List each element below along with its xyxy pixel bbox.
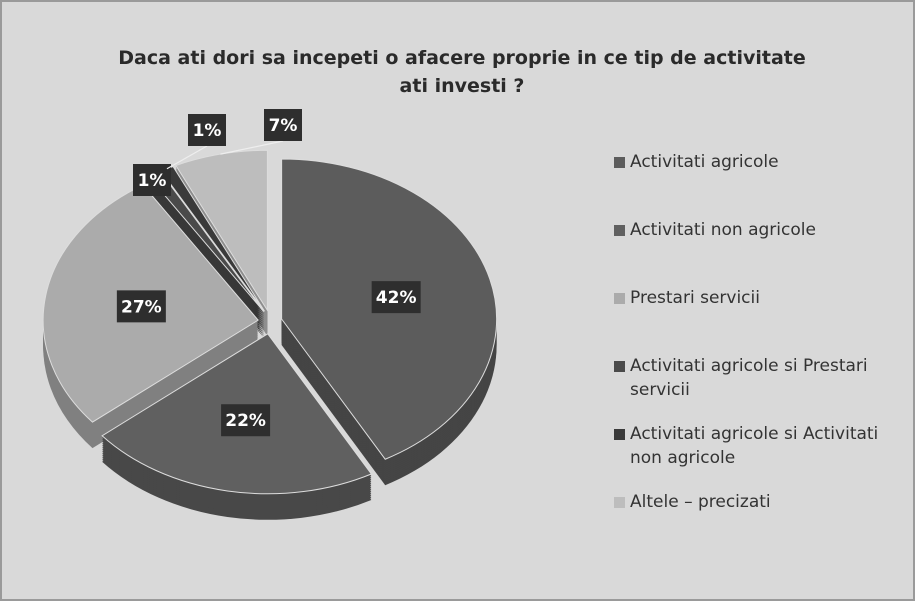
leader-line (166, 145, 208, 170)
legend-swatch (614, 157, 625, 168)
label-box (264, 109, 302, 141)
legend-label: Activitati agricole si Prestari servicii (630, 356, 868, 400)
legend-item: Altele – precizati (614, 490, 914, 558)
legend-swatch (614, 429, 625, 440)
legend-item: Prestari servicii (614, 286, 914, 354)
data-label: 1% (138, 171, 167, 191)
data-label: 27% (121, 297, 162, 317)
legend-label: Altele – precizati (630, 492, 771, 512)
legend-swatch (614, 225, 625, 236)
label-box (371, 281, 421, 314)
legend-label: Activitati agricole si Activitati non ag… (630, 424, 879, 468)
legend-item: Activitati non agricole (614, 218, 914, 286)
data-label: 22% (225, 411, 266, 431)
label-box (116, 290, 166, 323)
pie-area: 42% 22% 27% 1% 1% 7% (42, 109, 498, 520)
data-label: 42% (376, 288, 417, 308)
legend-item: Activitati agricole si Activitati non ag… (614, 422, 914, 490)
leader-line (220, 140, 284, 155)
chart-title: Daca ati dori sa incepeti o afacere prop… (118, 47, 806, 97)
label-box (133, 164, 171, 196)
data-label: 1% (193, 121, 222, 141)
legend-item: Activitati agricole (614, 150, 914, 218)
legend-label: Activitati non agricole (630, 220, 816, 240)
legend-label: Prestari servicii (630, 288, 760, 308)
legend-swatch (614, 361, 625, 372)
legend: Activitati agricole Activitati non agrico… (614, 150, 914, 558)
data-label: 7% (269, 116, 298, 136)
label-box (188, 114, 226, 146)
legend-swatch (614, 497, 625, 508)
legend-item: Activitati agricole si Prestari servicii (614, 354, 914, 422)
label-box (221, 404, 271, 437)
slice (175, 149, 268, 313)
legend-label: Activitati agricole (630, 152, 779, 172)
legend-swatch (614, 293, 625, 304)
